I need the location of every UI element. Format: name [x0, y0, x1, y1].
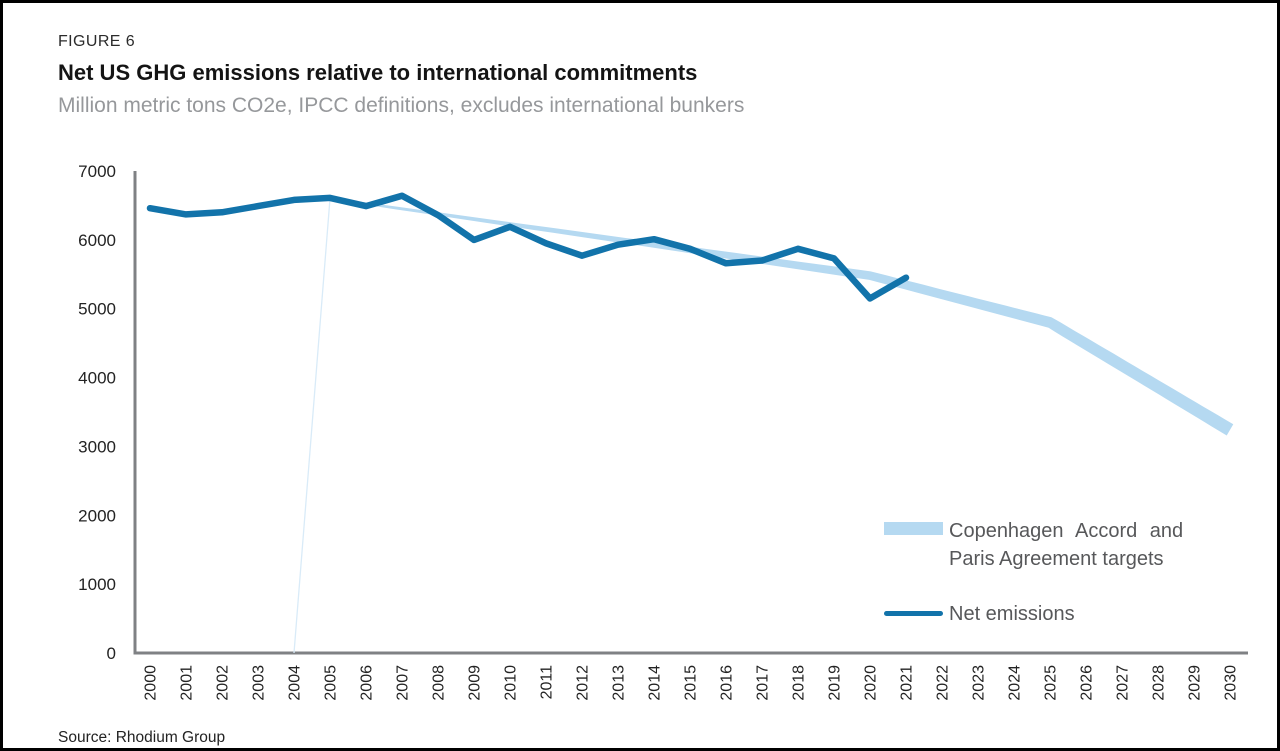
y-tick-label: 7000 [78, 162, 116, 181]
x-tick-label: 2028 [1151, 665, 1168, 701]
x-tick-label: 2023 [971, 665, 988, 701]
y-tick-label: 1000 [78, 575, 116, 594]
chart-title: Net US GHG emissions relative to interna… [58, 60, 698, 85]
x-tick-label: 2012 [575, 665, 592, 701]
x-tick-label: 2014 [647, 665, 664, 701]
x-tick-label: 2021 [899, 665, 916, 701]
x-tick-label: 2027 [1115, 665, 1132, 701]
x-tick-label: 2009 [467, 665, 484, 701]
x-tick-label: 2029 [1187, 665, 1204, 701]
x-tick-label: 2000 [143, 665, 160, 701]
y-tick-label: 6000 [78, 231, 116, 250]
y-tick-label: 5000 [78, 300, 116, 319]
chart-legend: Copenhagen Accord and Paris Agreement ta… [884, 517, 1224, 628]
target-line-swatch-icon [884, 522, 943, 535]
legend-target-label: Copenhagen Accord and Paris Agreement ta… [949, 517, 1183, 573]
legend-entry-net: Net emissions [884, 600, 1224, 628]
x-tick-label: 2004 [287, 665, 304, 701]
x-tick-label: 2003 [251, 665, 268, 701]
x-tick-label: 2002 [215, 665, 232, 701]
x-tick-label: 2025 [1043, 665, 1060, 701]
x-tick-label: 2030 [1223, 665, 1240, 701]
x-tick-label: 2026 [1079, 665, 1096, 701]
x-tick-label: 2007 [395, 665, 412, 701]
net-emissions-series [146, 192, 910, 302]
net-line-swatch-icon [884, 611, 943, 616]
legend-net-label: Net emissions [949, 603, 1075, 625]
x-tick-label: 2019 [827, 665, 844, 701]
legend-entry-targets: Copenhagen Accord and Paris Agreement ta… [884, 517, 1224, 573]
x-tick-label: 2015 [683, 665, 700, 701]
x-tick-label: 2018 [791, 665, 808, 701]
source-note: Source: Rhodium Group [58, 729, 226, 746]
y-tick-label: 3000 [78, 437, 116, 456]
x-tick-label: 2008 [431, 665, 448, 701]
y-tick-label: 2000 [78, 506, 116, 525]
x-tick-label: 2020 [863, 665, 880, 701]
figure-label: FIGURE 6 [58, 33, 135, 50]
x-tick-label: 2013 [611, 665, 628, 701]
chart-subtitle: Million metric tons CO2e, IPCC definitio… [58, 94, 745, 117]
legend-target-label-line2: Paris Agreement targets [949, 548, 1164, 570]
x-tick-label: 2017 [755, 665, 772, 701]
y-tick-label: 0 [107, 644, 116, 663]
x-tick-label: 2016 [719, 665, 736, 701]
x-tick-label: 2005 [323, 665, 340, 701]
target-line-connector [293, 198, 331, 654]
x-tick-label: 2001 [179, 665, 196, 701]
x-tick-label: 2010 [503, 665, 520, 701]
emissions-chart: 0 1000 2000 3000 4000 5000 6000 7000 2000 2001 200… [78, 162, 1248, 701]
legend-target-label-line1: Copenhagen Accord and [949, 520, 1184, 542]
x-tick-label: 2011 [539, 665, 556, 700]
x-tick-label: 2006 [359, 665, 376, 701]
y-tick-label: 4000 [78, 369, 116, 388]
x-tick-label: 2024 [1007, 665, 1024, 701]
x-tick-label: 2022 [935, 665, 952, 701]
